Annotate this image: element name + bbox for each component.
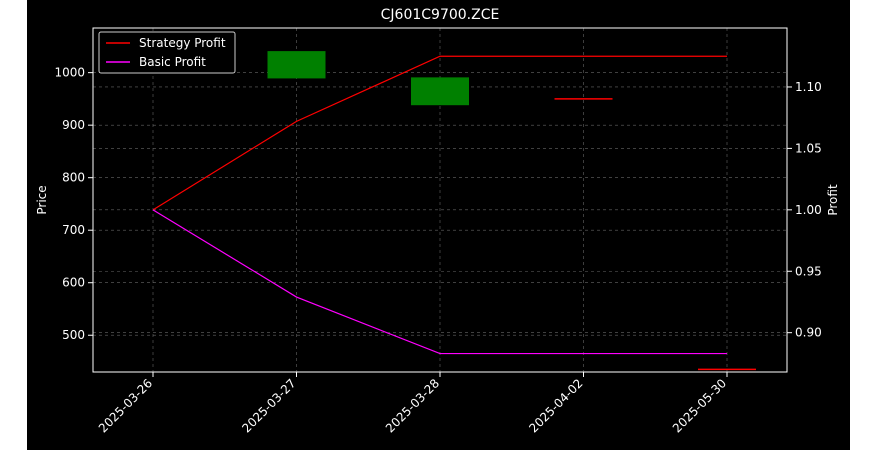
y-left-tick-label: 600 xyxy=(62,276,85,290)
right-axis-ticks: 0.90 0.95 1.00 1.05 1.10 xyxy=(787,80,822,340)
y-left-tick-label: 500 xyxy=(62,328,85,342)
left-axis-label: Price xyxy=(35,185,49,214)
chart-background xyxy=(27,0,850,450)
chart-title: CJ601C9700.ZCE xyxy=(381,7,500,23)
y-left-tick-label: 800 xyxy=(62,171,85,185)
y-right-tick-label: 0.95 xyxy=(795,264,822,278)
series-lines xyxy=(152,55,727,355)
candles-group xyxy=(267,51,756,371)
candle-2025-03-27 xyxy=(267,51,326,79)
candle-2025-03-28 xyxy=(411,77,469,106)
y-right-tick-label: 0.90 xyxy=(795,326,822,340)
grid-lines xyxy=(93,28,787,372)
legend-label-basic-profit: Basic Profit xyxy=(139,55,206,69)
right-axis-label: Profit xyxy=(826,184,840,216)
y-left-tick-label: 1000 xyxy=(54,66,85,80)
chart-canvas: 500 600 700 800 900 1000 0.90 0.95 1.00 1.05 1.10… xyxy=(27,0,850,450)
y-right-tick-label: 1.05 xyxy=(795,141,822,155)
legend-box xyxy=(98,31,236,74)
y-right-tick-label: 1.10 xyxy=(795,80,822,94)
series-line-basic-profit xyxy=(152,209,727,355)
series-line-strategy-profit xyxy=(152,55,727,211)
y-left-tick-label: 700 xyxy=(62,223,85,237)
y-right-tick-label: 1.00 xyxy=(795,203,822,217)
y-left-tick-label: 900 xyxy=(62,118,85,132)
left-axis-ticks: 500 600 700 800 900 1000 xyxy=(54,66,93,342)
legend: Strategy Profit Basic Profit xyxy=(98,31,236,74)
legend-label-strategy-profit: Strategy Profit xyxy=(139,36,226,50)
